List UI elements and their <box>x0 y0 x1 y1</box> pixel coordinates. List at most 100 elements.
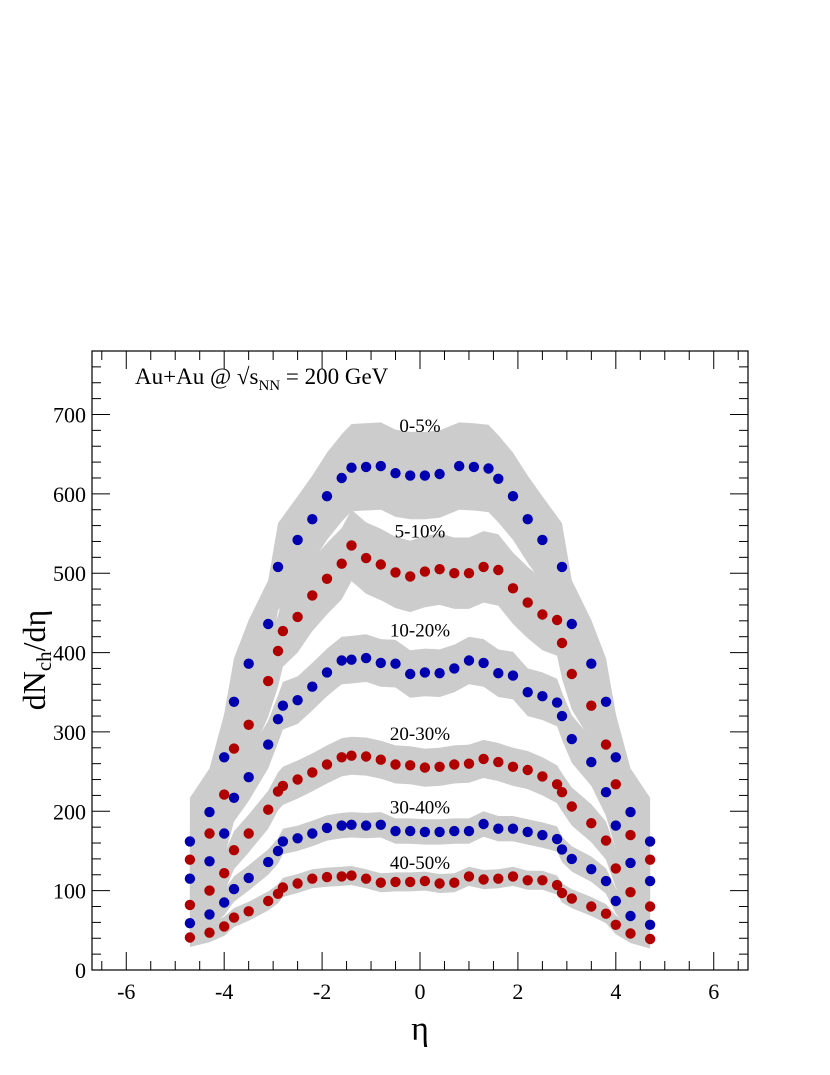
point-30-40%-2 <box>219 897 230 908</box>
point-10-20%-21 <box>478 657 489 669</box>
point-10-20%-13 <box>360 652 372 664</box>
point-30-40%-29 <box>586 864 597 875</box>
point-10-20%-14 <box>375 657 386 669</box>
point-20-30%-24 <box>522 764 533 776</box>
point-10-20%-8 <box>292 695 303 706</box>
point-30-40%-33 <box>644 919 656 930</box>
point-0-5%-0 <box>184 836 196 847</box>
point-5-10%-7 <box>277 625 289 637</box>
point-30-40%-24 <box>522 826 533 838</box>
point-0-5%-1 <box>204 806 215 818</box>
point-40-50%-31 <box>610 919 621 930</box>
label-30-40%: 30-40% <box>390 798 450 819</box>
point-10-20%-20 <box>463 655 475 666</box>
point-5-10%-31 <box>610 779 621 790</box>
point-30-40%-14 <box>375 819 386 830</box>
point-0-5%-24 <box>537 534 548 546</box>
point-10-20%-22 <box>493 668 504 679</box>
point-30-40%-22 <box>493 823 504 834</box>
point-10-20%-9 <box>307 681 318 692</box>
point-5-10%-11 <box>336 558 347 569</box>
point-0-5%-15 <box>405 470 416 481</box>
point-0-5%-10 <box>336 472 347 484</box>
point-5-10%-14 <box>375 559 386 570</box>
band-10-20% <box>189 634 651 905</box>
point-20-30%-25 <box>537 771 548 782</box>
point-5-10%-10 <box>321 573 333 584</box>
point-40-50%-7 <box>277 882 289 893</box>
point-40-50%-1 <box>204 927 215 938</box>
point-40-50%-17 <box>419 875 431 887</box>
point-10-20%-0 <box>184 873 196 884</box>
point-40-50%-0 <box>184 932 196 943</box>
point-40-50%-26 <box>551 879 563 891</box>
point-10-20%-32 <box>625 857 636 869</box>
point-20-30%-33 <box>644 901 656 912</box>
point-30-40%-3 <box>228 883 240 895</box>
label-40-50%: 40-50% <box>390 853 450 874</box>
label-20-30%: 20-30% <box>390 724 450 745</box>
point-0-5%-5 <box>263 618 274 630</box>
point-30-40%-9 <box>307 828 318 839</box>
point-0-5%-22 <box>507 491 519 502</box>
point-30-40%-18 <box>434 826 445 838</box>
point-30-40%-10 <box>321 822 333 834</box>
band-40-50% <box>189 866 651 949</box>
point-20-30%-7 <box>277 780 289 792</box>
point-40-50%-25 <box>537 875 548 886</box>
point-20-30%-18 <box>434 761 445 772</box>
x-tick-label: 0 <box>415 979 426 1004</box>
point-20-30%-21 <box>478 753 489 765</box>
point-5-10%-3 <box>228 743 240 754</box>
band-20-30% <box>189 736 651 926</box>
point-5-10%-5 <box>263 675 274 687</box>
point-20-30%-11 <box>336 752 347 763</box>
point-5-10%-27 <box>556 637 568 649</box>
point-0-5%-26 <box>566 618 577 630</box>
point-30-40%-1 <box>204 909 215 920</box>
point-40-50%-10 <box>321 871 333 883</box>
point-20-30%-32 <box>625 887 636 898</box>
point-40-50%-20 <box>463 871 475 882</box>
point-20-30%-8 <box>292 774 303 785</box>
point-40-50%-15 <box>390 876 401 888</box>
point-0-5%-12 <box>360 461 372 473</box>
y-tick-label: 200 <box>53 799 86 824</box>
y-tick-label: 100 <box>53 879 86 904</box>
point-0-5%-27 <box>586 658 597 669</box>
label-0-5%: 0-5% <box>399 416 440 437</box>
point-30-40%-0 <box>184 918 196 929</box>
point-20-30%-3 <box>228 845 240 856</box>
point-0-5%-30 <box>625 806 636 818</box>
point-0-5%-13 <box>375 460 386 472</box>
point-40-50%-12 <box>346 870 357 881</box>
x-tick-label: -4 <box>215 979 233 1004</box>
x-tick-label: -2 <box>313 979 331 1004</box>
point-10-20%-23 <box>507 670 519 681</box>
x-tick-label: 6 <box>708 979 719 1004</box>
point-20-30%-5 <box>263 804 274 815</box>
point-0-5%-20 <box>483 463 494 474</box>
point-10-20%-1 <box>204 856 215 867</box>
point-20-30%-10 <box>321 759 333 770</box>
point-20-30%-28 <box>566 801 577 812</box>
point-30-40%-6 <box>272 845 284 857</box>
label-10-20%: 10-20% <box>390 621 450 642</box>
point-40-50%-16 <box>405 876 416 888</box>
point-10-20%-3 <box>228 792 240 803</box>
point-20-30%-2 <box>219 868 230 879</box>
point-30-40%-28 <box>566 853 577 865</box>
y-axis: 0 100 200 300 400 500 600 700 <box>53 366 748 983</box>
point-40-50%-8 <box>292 878 303 889</box>
point-10-20%-2 <box>219 828 230 839</box>
point-10-20%-33 <box>644 875 656 887</box>
band-0-5% <box>189 422 651 886</box>
point-10-20%-19 <box>449 663 460 674</box>
point-20-30%-16 <box>405 760 416 771</box>
point-20-30%-1 <box>204 885 215 896</box>
y-tick-label: 500 <box>53 561 86 586</box>
point-10-20%-17 <box>419 667 431 678</box>
point-30-40%-30 <box>600 875 612 887</box>
point-10-20%-30 <box>600 787 612 798</box>
